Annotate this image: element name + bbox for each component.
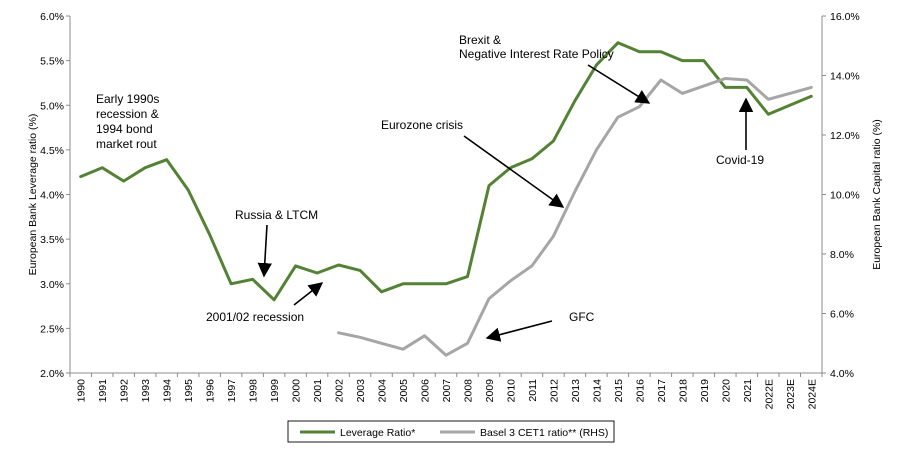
x-tick-label: 2018 [677, 379, 689, 403]
annotation-russia-ltcm: Russia & LTCM [235, 208, 318, 222]
x-tick-label: 2014 [591, 379, 603, 403]
series-line-cet1-ratio [337, 77, 813, 357]
y-axis-right-title: European Bank Capital ratio (%) [871, 119, 883, 270]
x-tick-label: 2000 [291, 379, 303, 403]
y-right-tick-label: 12.0% [830, 130, 860, 142]
x-tick-label: 2001 [312, 379, 324, 403]
annotation-arrow-gfc [485, 320, 553, 342]
x-tick-label: 1990 [76, 379, 88, 403]
x-tick-label: 2021 [742, 379, 754, 403]
annotation-arrow-eurozone-crisis [463, 135, 565, 208]
y-right-tick-label: 10.0% [830, 190, 860, 202]
x-tick-label: 1997 [226, 379, 238, 403]
x-tick-label: 1991 [97, 379, 109, 403]
annotation-brexit-nirp: Brexit & Negative Interest Rate Policy [459, 33, 614, 61]
y-left-tick-label: 4.5% [40, 145, 64, 157]
y-right-tick-label: 4.0% [830, 368, 854, 380]
y-left-tick-label: 6.0% [40, 11, 64, 23]
x-tick-label: 2015 [613, 379, 625, 403]
x-tick-label: 2013 [570, 379, 582, 403]
y-left-tick-label: 4.0% [40, 190, 64, 202]
y-right-tick-label: 6.0% [830, 309, 854, 321]
annotation-2001-02-recession: 2001/02 recession [206, 310, 304, 324]
x-tick-label: 1996 [205, 379, 217, 403]
x-tick-label: 2016 [634, 379, 646, 403]
annotation-arrow-brexit-nirp [587, 64, 651, 104]
x-tick-label: 2019 [699, 379, 711, 403]
y-left-tick-label: 3.0% [40, 279, 64, 291]
annotation-arrow-russia-ltcm [257, 224, 272, 278]
series-line-leverage-ratio [79, 41, 813, 302]
x-tick-label: 2003 [355, 379, 367, 403]
x-tick-label: 1999 [269, 379, 281, 403]
x-tick-label: 2011 [527, 379, 539, 402]
y-left-tick-label: 2.5% [40, 323, 64, 335]
x-tick-label: 2012 [548, 379, 560, 403]
annotation-gfc: GFC [569, 310, 595, 324]
y-left-tick-label: 3.5% [40, 234, 64, 246]
x-tick-label: 1992 [119, 379, 131, 403]
x-tick-label: 2008 [462, 379, 474, 403]
x-tick-label: 2020 [720, 379, 732, 403]
x-tick-label: 2023E [785, 379, 797, 409]
y-axis-left-title: European Bank Leverage ratio (%) [27, 114, 39, 276]
y-left-tick-label: 2.0% [40, 368, 64, 380]
legend-label-leverage: Leverage Ratio* [340, 427, 415, 439]
y-right-tick-label: 16.0% [830, 11, 860, 23]
x-tick-label: 2007 [441, 379, 453, 403]
legend-label-cet1: Basel 3 CET1 ratio** (RHS) [480, 427, 608, 439]
y-left-tick-label: 5.5% [40, 56, 64, 68]
axes: 2.0% 2.5% 3.0% 3.5% 4.0% 4.5% 5.0% 5.5% 6.0% 4.0%… [27, 11, 883, 409]
series-lines [79, 41, 813, 357]
x-tick-label: 2006 [420, 379, 432, 403]
x-tick-label: 2004 [377, 379, 389, 403]
x-tick-label: 2022E [763, 379, 775, 409]
legend: Leverage Ratio* Basel 3 CET1 ratio** (RH… [287, 420, 615, 443]
x-tick-label: 2009 [484, 379, 496, 403]
annotation-eurozone-crisis: Eurozone crisis [381, 118, 463, 132]
annotation-early-1990s: Early 1990s recession & 1994 bond market… [96, 92, 163, 151]
annotations: Early 1990s recession & 1994 bond market… [96, 33, 764, 342]
x-tick-label: 1994 [162, 379, 174, 403]
annotation-covid-19: Covid-19 [716, 153, 764, 167]
x-tick-label: 1995 [183, 379, 195, 403]
x-tick-label: 1998 [248, 379, 260, 403]
x-tick-label: 2002 [334, 379, 346, 403]
y-left-tick-label: 5.0% [40, 100, 64, 112]
x-tick-label: 1993 [140, 379, 152, 403]
x-tick-label: 2017 [656, 379, 668, 403]
x-tick-label: 2005 [398, 379, 410, 403]
x-tick-label: 2010 [505, 379, 517, 403]
annotation-arrow-2001-02-recession [293, 282, 324, 306]
y-right-tick-label: 8.0% [830, 249, 854, 261]
y-right-tick-label: 14.0% [830, 71, 860, 83]
x-tick-label: 2024E [806, 379, 818, 409]
